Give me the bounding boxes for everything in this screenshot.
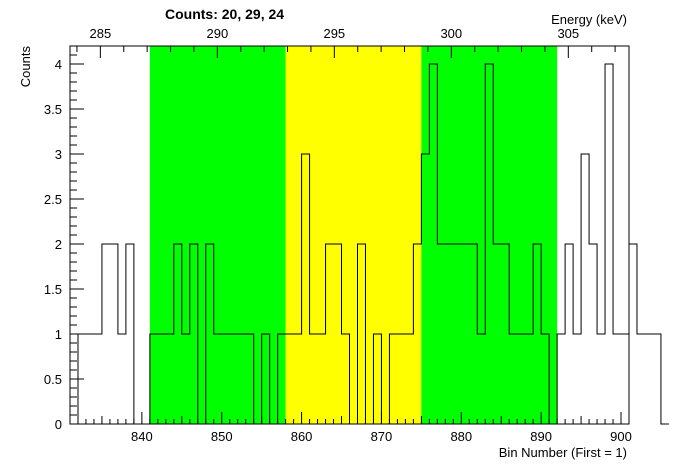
x2-tick-label: 290 — [206, 26, 228, 41]
y-tick-label: 2 — [55, 237, 62, 252]
x-tick-label: 860 — [291, 429, 313, 444]
y-axis-title: Counts — [18, 46, 33, 88]
x-tick-label: 890 — [530, 429, 552, 444]
region-1 — [149, 46, 286, 424]
region-3 — [421, 46, 558, 424]
x-tick-label: 900 — [610, 429, 632, 444]
energy-axis-title: Energy (keV) — [551, 12, 627, 27]
y-tick-label: 3 — [55, 147, 62, 162]
y-tick-label: 3.5 — [44, 102, 62, 117]
x2-tick-label: 305 — [557, 26, 579, 41]
y-tick-label: 4 — [55, 57, 62, 72]
x-tick-label: 850 — [211, 429, 233, 444]
x-tick-label: 870 — [371, 429, 393, 444]
x2-tick-label: 300 — [440, 26, 462, 41]
y-tick-label: 1.5 — [44, 282, 62, 297]
x-axis-title: Bin Number (First = 1) — [499, 445, 627, 460]
y-tick-label: 1 — [55, 327, 62, 342]
histogram-line — [70, 63, 669, 425]
x2-tick-label: 295 — [323, 26, 345, 41]
x-tick-label: 880 — [450, 429, 472, 444]
x-tick-label: 840 — [131, 429, 153, 444]
axes: 840 850 860 870 880 890 900 0 0.5 1 1.5 2 2.5 3 3.5 4 28… — [44, 26, 632, 444]
energy-regions — [149, 46, 558, 424]
region-2 — [285, 46, 422, 424]
y-tick-label: 0 — [55, 417, 62, 432]
y-tick-label: 0.5 — [44, 372, 62, 387]
counts-title: Counts: 20, 29, 24 — [165, 6, 284, 22]
y-tick-label: 2.5 — [44, 192, 62, 207]
x2-tick-label: 285 — [89, 26, 111, 41]
